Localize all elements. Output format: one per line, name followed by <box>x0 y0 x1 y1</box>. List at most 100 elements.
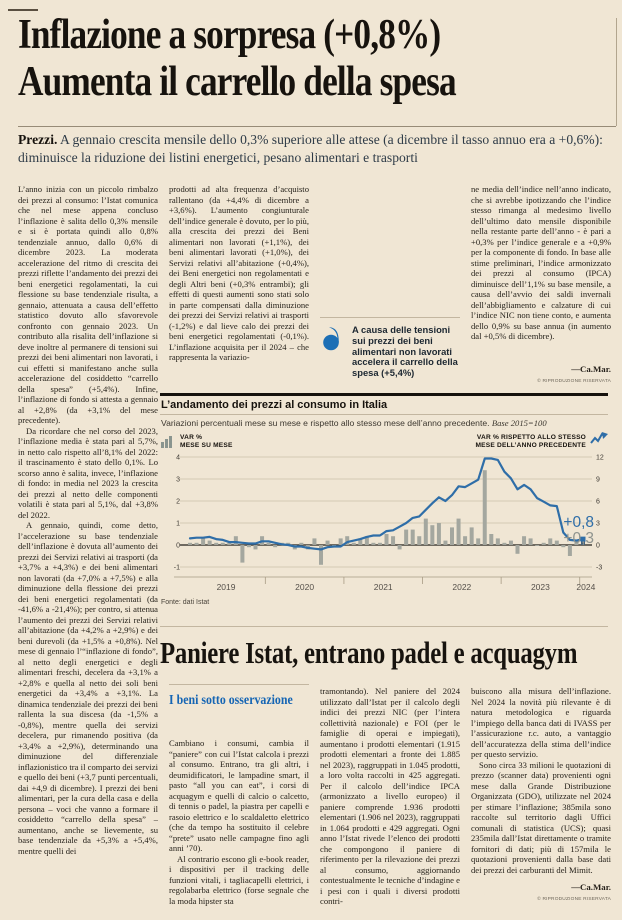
bar <box>188 542 192 545</box>
bar <box>273 545 278 548</box>
line-legend-line1: VAR % RISPETTO ALLO STESSO <box>476 434 586 441</box>
bar <box>266 542 271 545</box>
article2-headline-text: Paniere Istat, entrano padel e acquagym <box>160 635 578 670</box>
bar <box>423 518 428 545</box>
bar <box>397 545 402 550</box>
article1-column-1: L’anno inizia con un piccolo rimbalzo de… <box>18 184 158 920</box>
bar <box>240 545 245 563</box>
bar <box>410 529 415 545</box>
bar <box>201 538 206 545</box>
page-corner-mark <box>8 9 38 11</box>
bar <box>233 536 238 545</box>
bar-legend-icon <box>161 434 177 448</box>
bar <box>371 542 376 545</box>
pull-quote-rule <box>320 317 460 318</box>
bar <box>358 538 363 545</box>
article2-headline: Paniere Istat, entrano padel e acquagym <box>160 635 622 671</box>
paragraph: tramontando). Nel paniere del 2024 utili… <box>320 686 460 906</box>
bar <box>384 534 389 545</box>
bar <box>502 542 507 545</box>
chart-subtitle-base: Base 2015=100 <box>491 418 547 428</box>
paragraph: Cambiano i consumi, cambia il “paniere” … <box>169 738 309 853</box>
paragraph: Al contrario escono gli e-book reader, i… <box>169 853 309 906</box>
chart-source: Fonte: dati Istat <box>161 599 210 606</box>
right-axis-label: 0 <box>596 543 600 550</box>
bar <box>220 542 225 545</box>
bar <box>567 545 572 556</box>
bar <box>456 518 461 545</box>
paragraph: prodotti ad alta frequenza d’acquisto ra… <box>169 184 309 362</box>
bar <box>535 545 540 546</box>
standfirst-kicker: Prezzi. <box>18 132 58 147</box>
bar <box>469 527 474 545</box>
right-axis-label: 6 <box>596 499 600 506</box>
article1-headline: Inflazione a sorpresa (+0,8%) Aumenta il… <box>18 12 618 106</box>
chart-subtitle: Variazioni percentuali mese su mese e ri… <box>161 418 607 428</box>
bar <box>227 542 232 545</box>
bar <box>561 545 566 548</box>
bar <box>391 536 396 545</box>
paragraph: A gennaio, quindi, come detto, l’acceler… <box>18 520 158 856</box>
bar <box>482 470 487 545</box>
bar <box>476 538 481 545</box>
left-axis-label: 4 <box>176 455 180 462</box>
bar <box>377 542 382 545</box>
right-axis-label: 3 <box>596 521 600 528</box>
bar <box>489 534 494 545</box>
article1-byline: —Ca.Mar. <box>571 364 611 374</box>
year-label: 2020 <box>295 582 314 592</box>
paragraph: buiscono alla misura dell’inflazione. Ne… <box>471 686 611 759</box>
annotation-line-value: +0,8 <box>563 514 594 531</box>
standfirst: Prezzi. A gennaio crescita mensile dello… <box>18 131 612 167</box>
paragraph: L’anno inizia con un piccolo rimbalzo de… <box>18 184 158 425</box>
article2-kicker-rule <box>169 684 309 685</box>
yoy-line <box>188 457 585 551</box>
article1-column-2: prodotti ad alta frequenza d’acquisto ra… <box>169 184 309 384</box>
standfirst-text: A gennaio crescita mensile dello 0,3% su… <box>18 132 603 165</box>
line-legend: VAR % RISPETTO ALLO STESSO MESE DELL’ANN… <box>420 434 586 450</box>
article2-kicker: I beni sotto osservazione <box>169 692 329 708</box>
bar <box>515 545 520 554</box>
article2-kicker-text: I beni sotto osservazione <box>169 692 293 707</box>
bar <box>325 540 330 545</box>
pull-quote-text: A causa delle tensioni sui prezzi dei be… <box>352 324 458 379</box>
chart-title: L’andamento dei prezzi al consumo in Ita… <box>161 399 388 411</box>
bar <box>430 525 435 545</box>
bar <box>548 538 553 545</box>
line-legend-line2: MESE DELL’ANNO PRECEDENTE <box>475 441 586 449</box>
bar-legend: VAR % MESE SU MESE <box>180 434 233 450</box>
paragraph: Da ricordare che nel corso del 2023, l’i… <box>18 425 158 520</box>
year-label: 2021 <box>374 582 393 592</box>
bar <box>194 542 199 545</box>
bar <box>312 538 317 545</box>
bar <box>299 542 304 545</box>
article2-top-rule <box>160 626 608 627</box>
line-end-marker <box>580 536 586 542</box>
right-edge-column-rule <box>616 18 617 126</box>
headline-line2: Aumenta il carrello della spesa <box>18 59 457 105</box>
bar <box>463 536 468 545</box>
bar <box>246 545 251 548</box>
bar <box>528 538 533 545</box>
bar <box>345 536 350 545</box>
right-axis-label: 12 <box>596 455 604 462</box>
article2-column-c: buiscono alla misura dell’inflazione. Ne… <box>471 686 611 884</box>
bar <box>581 538 585 545</box>
chart-title-rule <box>160 414 608 415</box>
year-label: 2019 <box>217 582 236 592</box>
bar <box>214 542 219 545</box>
year-label: 2023 <box>531 582 550 592</box>
left-axis-label: 2 <box>176 499 180 506</box>
right-axis-label: 9 <box>596 477 600 484</box>
paragraph: ne media dell’indice nell’anno indicato,… <box>471 184 611 341</box>
bar <box>436 523 441 545</box>
left-axis-label: 3 <box>176 477 180 484</box>
bar <box>522 536 527 545</box>
article1-copyright: © RIPRODUZIONE RISERVATA <box>537 379 611 384</box>
bar <box>541 542 546 545</box>
left-axis-label: 1 <box>176 521 180 528</box>
article1-column-4: ne media dell’indice nell’anno indicato,… <box>471 184 611 384</box>
bar <box>417 536 422 545</box>
bar <box>351 542 356 545</box>
